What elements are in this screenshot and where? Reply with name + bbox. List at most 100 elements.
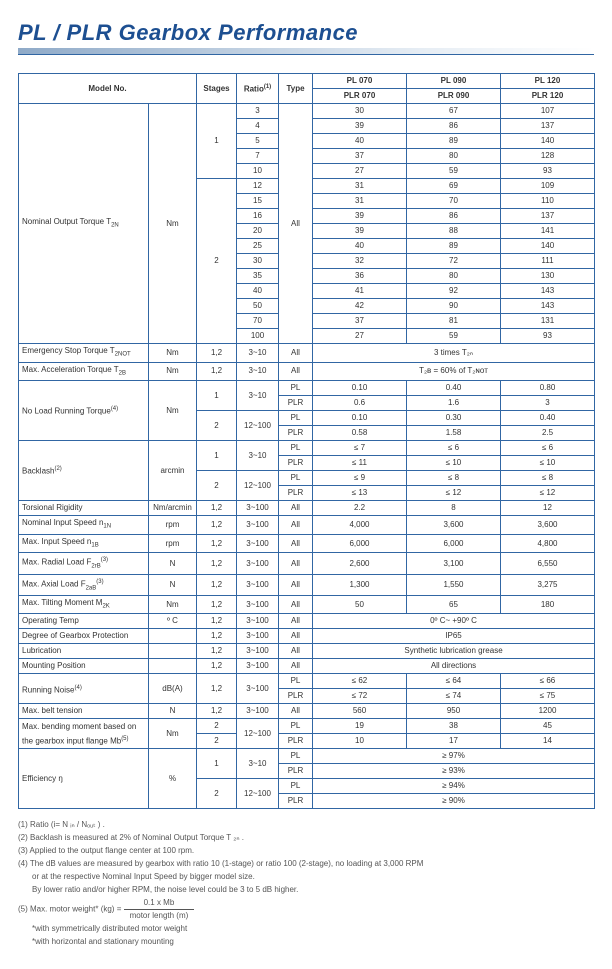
table-row: Nominal Output Torque T2NNm13All3067107 [19, 104, 595, 119]
cell: No Load Running Torque(4) [19, 381, 149, 441]
cell: 1,2 [197, 574, 237, 595]
cell: ≤ 10 [407, 456, 501, 471]
cell: 1200 [501, 704, 595, 719]
cell: 4,000 [313, 516, 407, 535]
cell: 0.80 [501, 381, 595, 396]
cell: ≤ 12 [501, 486, 595, 501]
cell: 141 [501, 224, 595, 239]
cell [149, 644, 197, 659]
cell: 19 [313, 719, 407, 734]
cell: Nominal Output Torque T2N [19, 104, 149, 344]
cell: 88 [407, 224, 501, 239]
cell: All [279, 574, 313, 595]
cell: 0.30 [407, 411, 501, 426]
cell: 1.58 [407, 426, 501, 441]
cell: Nominal Input Speed n1N [19, 516, 149, 535]
note-4c: By lower ratio and/or higher RPM, the no… [32, 884, 594, 896]
cell: Emergency Stop Torque T2NOT [19, 344, 149, 363]
cell: Efficiency ŋ [19, 749, 149, 809]
cell: 1.6 [407, 396, 501, 411]
cell: 45 [501, 719, 595, 734]
cell: 130 [501, 269, 595, 284]
cell: 7 [237, 149, 279, 164]
cell: 12 [501, 501, 595, 516]
cell: 3 times T₂ₙ [313, 344, 595, 363]
cell: ≤ 75 [501, 689, 595, 704]
cell: 140 [501, 239, 595, 254]
cell: 1 [197, 749, 237, 779]
cell: Degree of Gearbox Protection [19, 629, 149, 644]
cell: 2 [197, 719, 237, 734]
hdr-plr120: PLR 120 [501, 89, 595, 104]
cell: 10 [237, 164, 279, 179]
cell: PLR [279, 734, 313, 749]
cell: rpm [149, 534, 197, 553]
cell: Nm [149, 719, 197, 749]
cell: 100 [237, 329, 279, 344]
cell: 110 [501, 194, 595, 209]
cell: All [279, 614, 313, 629]
cell: 109 [501, 179, 595, 194]
cell: Nm [149, 595, 197, 614]
table-row: Max. belt tensionN1,23~100All5609501200 [19, 704, 595, 719]
cell: ≤ 11 [313, 456, 407, 471]
cell: 20 [237, 224, 279, 239]
cell: PL [279, 719, 313, 734]
cell: 93 [501, 164, 595, 179]
page-title: PL / PLR Gearbox Performance [18, 20, 594, 46]
cell: 69 [407, 179, 501, 194]
cell: PLR [279, 456, 313, 471]
cell: 81 [407, 314, 501, 329]
cell: 3,100 [407, 553, 501, 574]
table-row: Max. bending moment based on the gearbox… [19, 719, 595, 734]
cell: 1,2 [197, 629, 237, 644]
cell [149, 659, 197, 674]
cell: All [279, 362, 313, 381]
cell: All [279, 659, 313, 674]
hdr-pl070: PL 070 [313, 74, 407, 89]
cell: All [279, 704, 313, 719]
cell: Max. Tilting Moment M2K [19, 595, 149, 614]
cell: All [279, 553, 313, 574]
cell: Max. Input Speed n1B [19, 534, 149, 553]
table-row: Nominal Input Speed n1Nrpm1,23~100All4,0… [19, 516, 595, 535]
cell: 27 [313, 164, 407, 179]
cell: 12 [237, 179, 279, 194]
cell: 59 [407, 164, 501, 179]
cell: 3,600 [407, 516, 501, 535]
cell: 42 [313, 299, 407, 314]
cell: T₂в = 60% of T₂ɴᴏᴛ [313, 362, 595, 381]
note-1: (1) Ratio (i= N ᵢₙ / Nₒᵤₜ ) . [18, 819, 594, 831]
cell: 50 [237, 299, 279, 314]
cell: ≤ 74 [407, 689, 501, 704]
cell: 131 [501, 314, 595, 329]
table-row: Max. Input Speed n1Brpm1,23~100All6,0006… [19, 534, 595, 553]
cell: 950 [407, 704, 501, 719]
table-row: Torsional RigidityNm/arcmin1,23~100All2.… [19, 501, 595, 516]
cell: 72 [407, 254, 501, 269]
cell: ≤ 64 [407, 674, 501, 689]
cell: 5 [237, 134, 279, 149]
cell: 3~100 [237, 674, 279, 704]
hdr-pl090: PL 090 [407, 74, 501, 89]
cell: 1,550 [407, 574, 501, 595]
cell: Running Noise(4) [19, 674, 149, 704]
cell: 12~100 [237, 411, 279, 441]
cell: 41 [313, 284, 407, 299]
cell: 10 [313, 734, 407, 749]
cell: Max. Axial Load F2aB(3) [19, 574, 149, 595]
cell: 180 [501, 595, 595, 614]
cell: 1,2 [197, 553, 237, 574]
table-row: Max. Tilting Moment M2KNm1,23~100All5065… [19, 595, 595, 614]
cell: ≤ 8 [501, 471, 595, 486]
cell: 1,2 [197, 516, 237, 535]
cell: 31 [313, 179, 407, 194]
cell: Nm [149, 104, 197, 344]
cell: Lubrication [19, 644, 149, 659]
cell: All directions [313, 659, 595, 674]
cell: Backlash(2) [19, 441, 149, 501]
cell: Synthetic lubrication grease [313, 644, 595, 659]
hdr-type: Type [279, 74, 313, 104]
cell: ≤ 62 [313, 674, 407, 689]
cell: PLR [279, 396, 313, 411]
